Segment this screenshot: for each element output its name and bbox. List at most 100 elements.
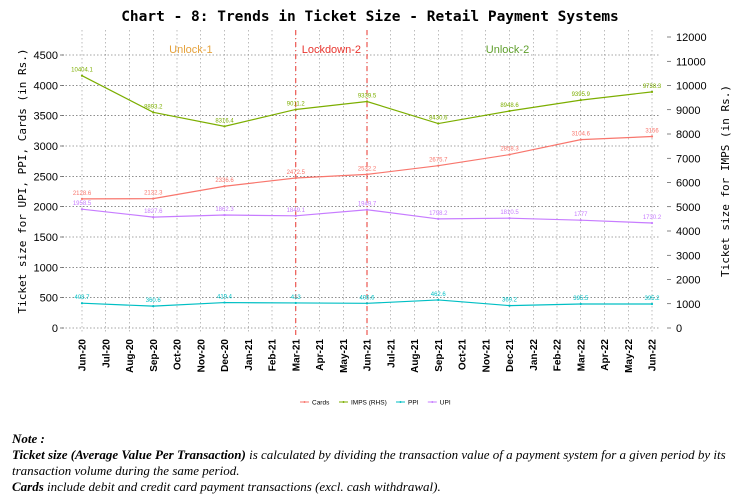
data-point: [294, 301, 297, 305]
right-tick-label: 4000: [676, 226, 700, 238]
x-tick-label: Sep-21: [434, 339, 445, 372]
data-label: 395.5: [573, 296, 589, 302]
data-point: [579, 99, 582, 102]
data-point: [80, 197, 84, 200]
left-tick-label: 3500: [34, 111, 58, 123]
left-tick-label: 2500: [34, 171, 58, 183]
right-tick-label: 9000: [676, 105, 700, 117]
x-tick-label: Dec-20: [220, 339, 231, 372]
x-tick-label: Feb-22: [553, 339, 564, 372]
series-lines: [80, 74, 654, 308]
left-tick-label: 4500: [34, 50, 58, 62]
data-point: [437, 217, 440, 221]
x-axis-ticks: Jun-20 Jul-20 Aug-20 Sep-20 Oct-20 Nov-20 Dec-…: [78, 339, 659, 373]
data-label: 2128.6: [73, 191, 92, 197]
data-label: 9738.3: [643, 84, 662, 90]
phase-markers: Unlock-1 Lockdown-2 Unlock-2: [169, 30, 529, 338]
x-tick-label: Dec-21: [505, 339, 516, 372]
legend-key-point: [303, 401, 306, 403]
legend-key-point: [342, 401, 345, 403]
data-point: [508, 304, 511, 307]
data-label: 9011.2: [287, 101, 306, 107]
right-axis-title: Ticket size for IMPS (in Rs.): [719, 85, 732, 277]
data-label: 369.2: [502, 298, 518, 304]
data-point: [365, 302, 369, 305]
x-tick-label: Apr-21: [315, 339, 326, 371]
data-point: [152, 197, 155, 200]
right-tick-label: 6000: [676, 178, 700, 190]
data-point: [579, 302, 582, 306]
right-tick-label: 8000: [676, 129, 700, 141]
left-tick-label: 4000: [34, 80, 58, 92]
gridlines: [62, 30, 660, 334]
phase-label: Lockdown-2: [302, 44, 361, 56]
x-tick-label: May-21: [339, 339, 350, 373]
data-label: 9395.9: [572, 92, 591, 98]
data-label: 2472.5: [287, 170, 306, 176]
data-point: [437, 122, 440, 125]
note-cards: Cards include debit and credit card paym…: [12, 479, 441, 494]
right-tick-label: 2000: [676, 275, 700, 287]
data-label: 1777: [574, 212, 588, 218]
data-point: [365, 173, 369, 176]
x-tick-label: Mar-22: [576, 339, 587, 372]
legend-label: PPI: [408, 400, 419, 407]
right-tick-label: 3000: [676, 250, 700, 262]
x-tick-label: Jun-20: [78, 339, 89, 372]
x-tick-label: Aug-20: [125, 339, 136, 373]
x-tick-label: Mar-21: [291, 339, 302, 372]
right-tick-label: 5000: [676, 202, 700, 214]
data-label: 408.7: [74, 295, 90, 301]
legend: Cards IMPS (RHS) PPI UPI: [300, 400, 451, 407]
legend-key-point: [399, 401, 402, 403]
data-label: 10404.1: [71, 68, 93, 74]
data-label: 8430.6: [429, 116, 448, 122]
data-label: 8316.4: [215, 118, 234, 124]
right-tick-label: 11000: [676, 56, 706, 68]
data-label: 3156: [645, 129, 659, 135]
legend-label: IMPS (RHS): [351, 400, 387, 407]
x-tick-label: Nov-20: [196, 339, 207, 373]
data-point: [508, 109, 511, 113]
data-point: [294, 108, 297, 111]
left-tick-label: 2000: [34, 202, 58, 214]
data-point: [80, 208, 84, 211]
left-tick-label: 3000: [34, 141, 58, 153]
data-point: [152, 216, 155, 219]
left-axis-title: Ticket size for UPI, PPI, Cards (in Rs.): [16, 49, 29, 314]
data-point: [508, 217, 511, 220]
phase-label: Unlock-1: [169, 44, 212, 56]
data-point: [223, 301, 226, 304]
left-tick-label: 1500: [34, 232, 58, 244]
data-label: 2532.2: [358, 166, 377, 172]
data-label: 2132.3: [144, 191, 163, 197]
data-point: [294, 214, 297, 217]
data-point: [579, 138, 582, 141]
data-point: [152, 111, 155, 114]
data-point: [152, 305, 155, 308]
data-label: 2675.7: [429, 158, 448, 164]
note-ticket-size: Ticket size (Average Value Per Transacti…: [12, 447, 726, 478]
data-label: 8893.2: [144, 104, 163, 110]
data-point: [365, 100, 369, 103]
chart-title: Chart - 8: Trends in Ticket Size - Retai…: [121, 9, 619, 25]
data-labels: 2128.6 2132.3 2336.6 2472.5 2532.2 2675.7 2858…: [71, 68, 662, 304]
data-point: [650, 90, 654, 93]
data-label: 395.2: [644, 296, 660, 302]
data-point: [80, 74, 84, 77]
data-label: 2336.6: [215, 178, 234, 184]
data-label: 1798.2: [429, 211, 448, 217]
data-label: 1827.6: [144, 209, 163, 215]
data-point: [579, 219, 582, 222]
data-point: [223, 125, 226, 128]
data-label: 419.4: [217, 295, 233, 301]
x-tick-label: Nov-21: [481, 339, 492, 373]
data-label: 9339.5: [358, 94, 377, 100]
left-tick-label: 1000: [34, 262, 58, 274]
data-point: [437, 164, 440, 167]
data-point: [223, 213, 226, 217]
data-point: [650, 221, 654, 225]
data-point: [650, 135, 654, 138]
x-tick-label: Feb-21: [268, 339, 279, 372]
right-tick-label: 7000: [676, 153, 700, 165]
